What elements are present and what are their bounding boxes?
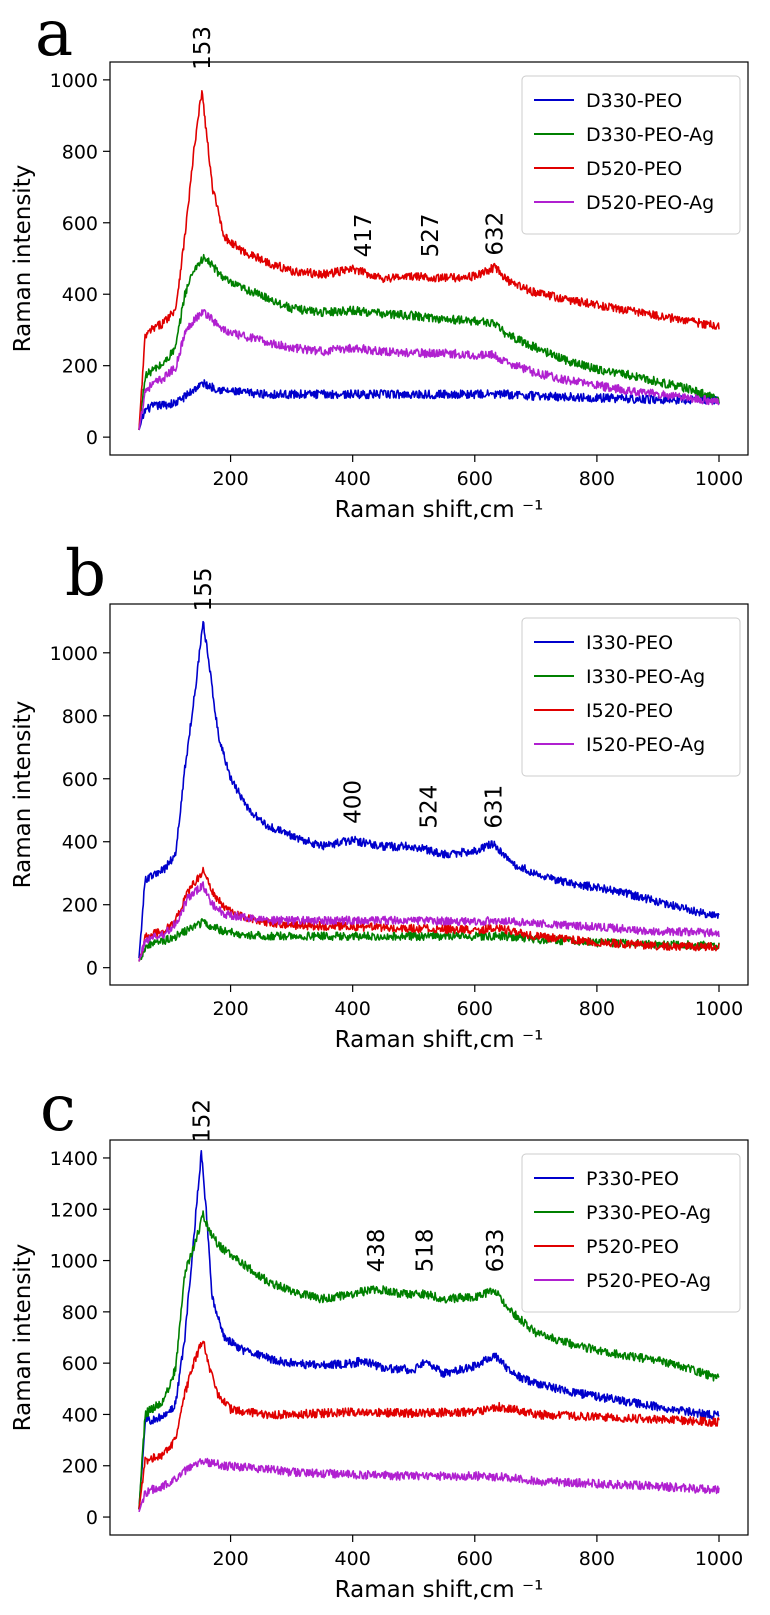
axes-frame [109, 603, 749, 986]
y-tick-label: 200 [62, 356, 98, 378]
series-line-p520-peo-ag [138, 1457, 720, 1513]
y-tick-label: 600 [62, 213, 98, 235]
y-axis-label: Raman intensity [10, 1244, 36, 1432]
x-tick-label: 1000 [695, 998, 743, 1020]
series-line-d520-peo-ag [138, 308, 720, 431]
x-tick-label: 400 [335, 998, 371, 1020]
y-tick-label: 0 [86, 958, 98, 980]
x-axis-label: Raman shift,cm ⁻¹ [335, 497, 544, 523]
y-tick-label: 0 [86, 1507, 98, 1529]
series-line-p330-peo [138, 1150, 720, 1510]
legend-entry: I330-PEO [586, 632, 673, 654]
legend-entry: P520-PEO-Ag [586, 1270, 711, 1292]
series-line-p520-peo [138, 1340, 720, 1510]
legend-box [521, 617, 741, 777]
series-line-i330-peo [138, 620, 720, 959]
legend-entry: D330-PEO [586, 90, 682, 112]
series-line-i520-peo-ag [138, 881, 720, 962]
x-tick-label: 1000 [695, 1548, 743, 1570]
y-tick-label: 1000 [50, 643, 98, 665]
legend-entry: I520-PEO-Ag [586, 734, 705, 756]
series-line-d520-peo [138, 90, 720, 431]
y-tick-label: 1400 [50, 1148, 98, 1170]
legend-entry: D520-PEO-Ag [586, 192, 714, 214]
series-line-d330-peo-ag [138, 253, 720, 431]
y-tick-label: 600 [62, 1353, 98, 1375]
x-tick-label: 400 [335, 468, 371, 490]
x-axis-label: Raman shift,cm ⁻¹ [335, 1027, 544, 1053]
legend-entry: P330-PEO [586, 1168, 679, 1190]
peak-annotation: 632 [482, 212, 508, 256]
legend-entry: I330-PEO-Ag [586, 666, 705, 688]
peak-annotation: 400 [341, 780, 367, 824]
legend-entry: I520-PEO [586, 700, 673, 722]
panel-a: 200 400 600 800 1000 0 200 400 600 800 1000 Raman s… [10, 0, 749, 523]
legend-box [521, 1153, 741, 1313]
x-tick-label: 200 [212, 998, 248, 1020]
y-tick-label: 800 [62, 141, 98, 163]
y-tick-label: 1000 [50, 1251, 98, 1273]
peak-annotation: 518 [413, 1228, 439, 1272]
peak-annotation: 438 [364, 1228, 390, 1272]
peak-annotation: 152 [189, 1099, 215, 1143]
peak-annotation: 631 [482, 785, 508, 829]
peak-annotation: 524 [416, 785, 442, 829]
y-tick-label: 200 [62, 1456, 98, 1478]
peak-annotation: 155 [191, 567, 217, 611]
panel-letter: b [65, 537, 106, 611]
panel-c: 200 400 600 800 1000 0 200 400 600 800 1000 1200 140… [10, 1072, 749, 1603]
y-axis-label: Raman intensity [10, 165, 36, 353]
x-tick-label: 800 [579, 468, 615, 490]
x-tick-label: 200 [212, 1548, 248, 1570]
x-tick-label: 800 [579, 1548, 615, 1570]
y-tick-label: 800 [62, 1302, 98, 1324]
peak-annotation: 633 [483, 1228, 509, 1272]
x-tick-label: 600 [457, 998, 493, 1020]
legend-entry: D520-PEO [586, 158, 682, 180]
series-line-i330-peo-ag [138, 917, 720, 962]
axes-frame [109, 1139, 749, 1536]
legend-box [521, 75, 741, 235]
y-tick-label: 200 [62, 895, 98, 917]
peak-annotation: 153 [190, 26, 216, 70]
y-tick-label: 1200 [50, 1199, 98, 1221]
y-tick-label: 800 [62, 706, 98, 728]
legend-entry: P330-PEO-Ag [586, 1202, 711, 1224]
y-tick-label: 1000 [50, 70, 98, 92]
y-tick-label: 400 [62, 1404, 98, 1426]
x-tick-label: 200 [212, 468, 248, 490]
y-tick-label: 0 [86, 427, 98, 449]
x-tick-label: 600 [457, 468, 493, 490]
x-tick-label: 600 [457, 1548, 493, 1570]
panel-b: 200 400 600 800 1000 0 200 400 600 800 1000 Raman s… [10, 537, 749, 1053]
peak-annotation: 527 [418, 214, 444, 258]
series-line-p330-peo-ag [138, 1210, 720, 1510]
y-tick-label: 600 [62, 769, 98, 791]
series-line-d330-peo [138, 379, 720, 431]
y-tick-label: 400 [62, 832, 98, 854]
x-tick-label: 400 [335, 1548, 371, 1570]
legend-entry: P520-PEO [586, 1236, 679, 1258]
y-axis-label: Raman intensity [10, 701, 36, 889]
panel-letter: c [40, 1072, 76, 1146]
legend-entry: D330-PEO-Ag [586, 124, 714, 146]
x-axis-label: Raman shift,cm ⁻¹ [335, 1577, 544, 1603]
panel-letter: a [35, 0, 73, 71]
peak-annotation: 417 [351, 214, 377, 258]
x-tick-label: 800 [579, 998, 615, 1020]
y-tick-label: 400 [62, 284, 98, 306]
axes-frame [109, 61, 749, 456]
x-tick-label: 1000 [695, 468, 743, 490]
